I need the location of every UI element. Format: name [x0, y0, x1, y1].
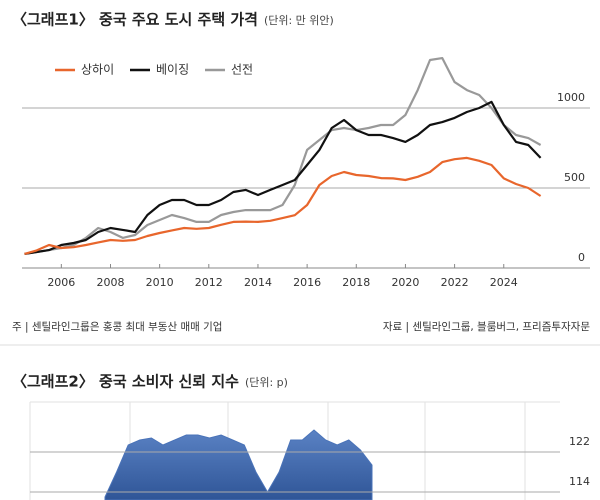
chart-title: 〈그래프1〉 중국 주요 도시 주택 가격	[12, 11, 258, 29]
chart-subtitle: (단위: p)	[245, 376, 288, 389]
x-tick-label: 2010	[146, 276, 174, 289]
legend-label: 상하이	[81, 63, 114, 77]
x-tick-label: 2012	[195, 276, 223, 289]
legend-label: 선전	[231, 63, 253, 77]
series-area	[104, 429, 373, 500]
series-line	[24, 57, 542, 255]
y-tick-label: 500	[564, 171, 585, 184]
note: 주 | 센틸라인그룹은 홍콩 최대 부동산 매매 기업	[12, 320, 222, 333]
x-tick-label: 2006	[47, 276, 75, 289]
series-line	[24, 100, 542, 255]
x-tick-label: 2018	[342, 276, 370, 289]
y-tick-label: 114	[569, 475, 590, 488]
note: 자료 | 센틸라인그룹, 블룸버그, 프리즘투자자문	[383, 320, 590, 333]
plot-area	[104, 429, 373, 500]
x-tick-label: 2022	[441, 276, 469, 289]
chart-subtitle: (단위: 만 위안)	[264, 14, 334, 27]
y-tick-label: 1000	[557, 91, 585, 104]
x-tick-label: 2008	[96, 276, 124, 289]
x-tick-label: 2014	[244, 276, 272, 289]
x-tick-label: 2020	[391, 276, 419, 289]
series-line	[24, 156, 542, 255]
chart-title: 〈그래프2〉 중국 소비자 신뢰 지수	[12, 373, 239, 391]
x-tick-label: 2016	[293, 276, 321, 289]
y-tick-label: 0	[578, 251, 585, 264]
legend-label: 베이징	[156, 63, 189, 77]
y-tick-label: 122	[569, 435, 590, 448]
x-tick-label: 2024	[490, 276, 518, 289]
